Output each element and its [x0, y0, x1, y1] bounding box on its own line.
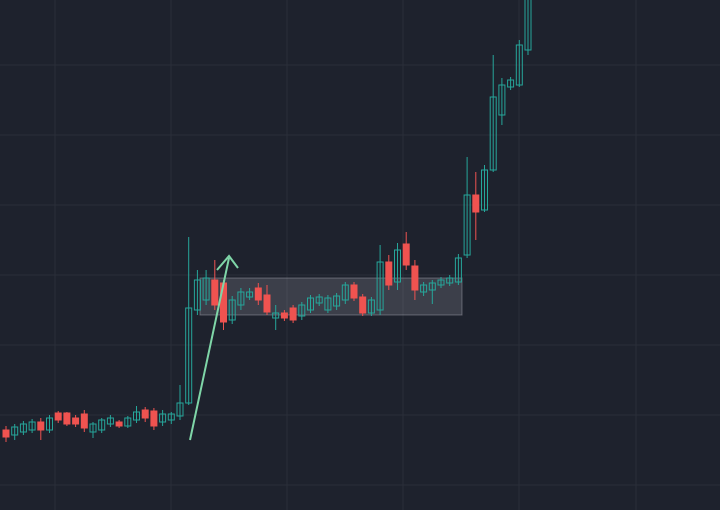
candle-body: [72, 417, 80, 425]
candle-body: [159, 413, 167, 423]
candle-body: [46, 417, 53, 431]
candle-body: [254, 287, 262, 301]
candle-body: [359, 296, 367, 314]
candle-body: [202, 277, 210, 301]
arrow-head: [216, 254, 239, 271]
candle-body: [507, 79, 515, 88]
arrow-line: [189, 257, 230, 441]
candle-body: [524, 0, 532, 51]
candle-body: [341, 284, 349, 301]
candle-body: [2, 429, 10, 438]
candle-body: [37, 421, 45, 431]
candle-body: [263, 294, 271, 313]
candle-body: [385, 261, 393, 286]
candle-body: [428, 282, 436, 291]
candle-body: [289, 307, 297, 321]
candle-body: [133, 411, 140, 421]
candle-body: [472, 194, 480, 213]
candle-body: [367, 299, 375, 314]
candle-body: [324, 297, 332, 311]
candle-body: [19, 423, 27, 433]
candle-body: [28, 421, 36, 431]
candle-body: [106, 417, 114, 425]
candle-body: [176, 402, 184, 417]
candle-body: [350, 284, 358, 299]
candle-body: [463, 194, 471, 256]
candle-body: [80, 413, 88, 429]
candle-body: [185, 307, 193, 404]
candle-body: [515, 44, 523, 86]
trend-arrow: [189, 254, 239, 441]
candle-body: [11, 426, 19, 436]
candle-body: [246, 291, 254, 298]
candle-body: [211, 279, 219, 306]
candle-body: [402, 243, 410, 266]
candle-body: [89, 423, 97, 433]
candle-body: [298, 304, 306, 317]
candle-body: [333, 295, 341, 307]
candle-body: [54, 412, 62, 421]
candle-body: [307, 297, 314, 311]
candle-body: [411, 265, 419, 291]
candle-body: [237, 291, 245, 306]
candle-body: [98, 419, 106, 431]
candle-body: [150, 410, 158, 427]
candle-body: [124, 417, 132, 427]
candle-body: [376, 261, 384, 311]
candle-body: [167, 413, 175, 421]
candle-body: [63, 412, 71, 425]
candle-body: [454, 257, 462, 283]
candle-body: [498, 84, 506, 116]
candle-body: [437, 279, 445, 286]
candle-body: [315, 296, 323, 304]
candle-body: [420, 284, 428, 293]
candle-body: [228, 299, 236, 321]
candle-body: [280, 312, 288, 319]
candle-body: [141, 409, 149, 419]
candle-body: [481, 169, 488, 211]
candle-body: [446, 277, 454, 284]
candle-body: [272, 312, 280, 319]
candles: [2, 0, 532, 442]
candle-body: [193, 279, 201, 311]
candle-body: [394, 249, 401, 283]
candle-body: [115, 421, 123, 427]
candle-body: [489, 96, 497, 171]
